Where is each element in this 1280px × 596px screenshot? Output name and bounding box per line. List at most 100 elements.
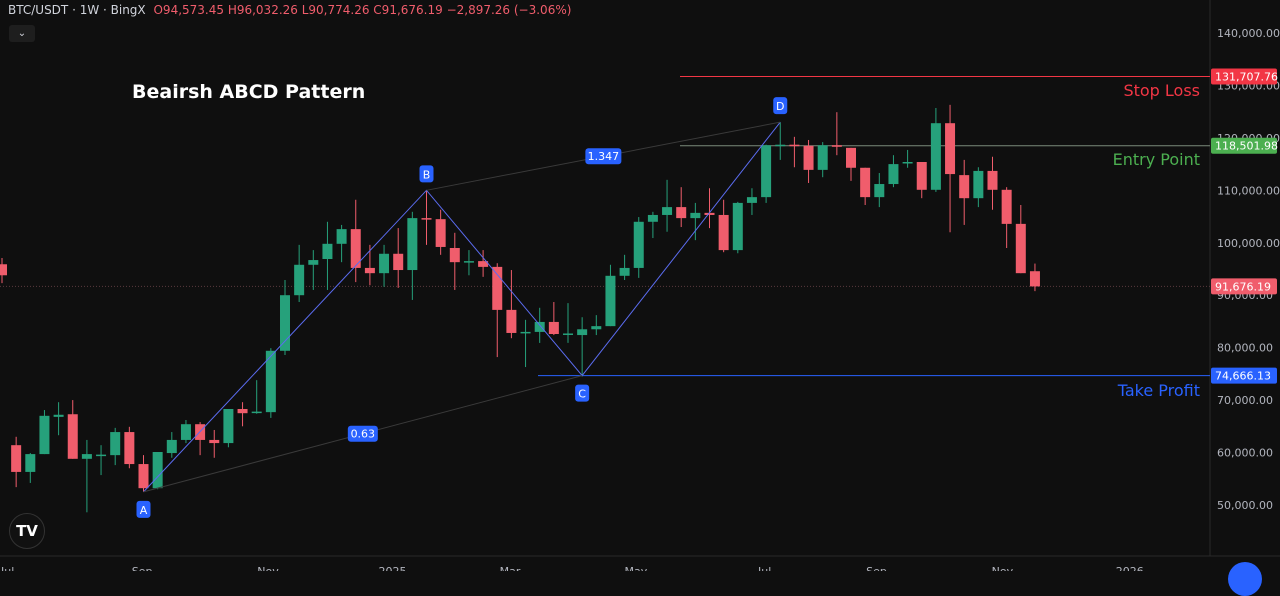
tradingview-logo[interactable]: TV: [9, 513, 45, 549]
time-tick-label: Jul: [757, 565, 771, 571]
candle-body: [180, 424, 191, 440]
candle-body: [746, 197, 757, 203]
time-tick-label: 2026: [1116, 565, 1144, 571]
candle-body: [902, 162, 913, 164]
candle-body: [393, 253, 404, 271]
price-tick-label: 60,000.00: [1217, 447, 1273, 460]
take-profit-price-tag-bg: [1211, 367, 1277, 384]
candle-body: [1015, 223, 1026, 274]
candle-body: [81, 454, 92, 459]
candle-body: [152, 451, 163, 489]
candle-body: [916, 162, 927, 190]
candle-body: [435, 219, 446, 247]
candle-body: [492, 266, 503, 310]
chevron-down-icon: ⌄: [17, 28, 27, 39]
time-tick-label: Sep: [866, 565, 887, 571]
price-tick-label: 50,000.00: [1217, 499, 1273, 512]
entry-point-label: Entry Point: [1112, 150, 1200, 169]
time-tick-label: Nov: [257, 565, 279, 571]
abcd-pattern-line: [143, 121, 781, 493]
candle-body: [209, 439, 220, 444]
candle-body: [407, 218, 418, 271]
time-tick-label: Jul: [0, 565, 14, 571]
candle-body: [959, 175, 970, 199]
candle-body: [548, 321, 559, 335]
candle-body: [506, 309, 517, 333]
candle-body: [294, 264, 305, 296]
candle-body: [53, 414, 64, 417]
candle-body: [520, 331, 531, 334]
candle-body: [379, 253, 390, 274]
candle-body: [336, 229, 347, 244]
current-price-tag-bg: [1211, 278, 1277, 295]
candle-body: [718, 214, 729, 251]
candle-body: [67, 414, 78, 459]
candle-body: [846, 147, 856, 168]
candle-body: [789, 144, 800, 147]
ratio-bd-label: 1.347: [588, 150, 620, 163]
candle-body: [421, 218, 432, 220]
candle-body: [803, 145, 814, 170]
candle-body: [308, 260, 319, 265]
candle-body: [223, 408, 234, 444]
candle-body: [0, 264, 7, 276]
candle-body: [860, 167, 871, 198]
price-tick-label: 70,000.00: [1217, 394, 1273, 407]
point-badge-B: [419, 165, 434, 183]
current-price-tag: 91,676.19: [1215, 280, 1271, 293]
candle-body: [633, 221, 644, 268]
stop-loss-price-tag-bg: [1211, 68, 1277, 85]
point-badge-C: [575, 384, 590, 402]
candle-body: [662, 207, 673, 215]
candle-body: [322, 243, 333, 260]
time-tick-label: Sep: [132, 565, 153, 571]
candle-body: [577, 329, 588, 336]
candle-body: [1029, 271, 1040, 287]
candle-body: [478, 261, 489, 267]
candle-body: [874, 184, 885, 198]
candle-body: [647, 214, 658, 222]
candle-body: [463, 261, 474, 263]
take-profit-label: Take Profit: [1117, 381, 1200, 400]
symbol-info[interactable]: BTC/USDT · 1W · BingX: [8, 3, 146, 17]
candle-body: [704, 212, 715, 215]
scroll-to-realtime-button[interactable]: [1228, 562, 1262, 596]
candle-body: [888, 164, 899, 185]
candle-body: [449, 248, 460, 263]
candle-body: [945, 123, 956, 175]
entry-price-tag: 118,501.98: [1215, 140, 1278, 153]
candle-body: [364, 267, 375, 274]
candle-body: [350, 229, 361, 268]
candle-body: [619, 267, 630, 276]
candle-body: [563, 333, 573, 335]
point-label-D: D: [776, 100, 784, 113]
candle-body: [25, 454, 36, 472]
time-tick-label: Mar: [500, 565, 521, 571]
ratio-ac-badge: [347, 425, 378, 442]
entry-price-tag-bg: [1211, 137, 1277, 154]
candle-body: [930, 123, 941, 190]
candle-body: [987, 170, 998, 190]
time-tick-label: Nov: [992, 565, 1014, 571]
candle-body: [534, 321, 545, 332]
ratio-ac-label: 0.63: [351, 428, 376, 441]
symbol-legend: BTC/USDT · 1W · BingX O94,573.45 H96,032…: [8, 3, 571, 17]
candle-body: [732, 202, 743, 251]
ohlc-values: O94,573.45 H96,032.26 L90,774.26 C91,676…: [153, 3, 572, 17]
point-label-C: C: [578, 388, 586, 401]
take-profit-price-tag: 74,666.13: [1215, 370, 1271, 383]
time-tick-label: May: [625, 565, 648, 571]
candle-body: [676, 207, 687, 219]
stop-loss-label: Stop Loss: [1123, 81, 1200, 100]
ratio-bd-badge: [585, 148, 622, 165]
candle-body: [831, 145, 842, 147]
point-label-A: A: [140, 504, 148, 517]
candle-body: [39, 415, 50, 455]
candle-body: [251, 411, 262, 414]
pattern-title: Beairsh ABCD Pattern: [132, 81, 366, 103]
candle-body: [138, 464, 149, 489]
candle-body: [166, 439, 177, 454]
candle-body: [761, 145, 772, 198]
collapse-legend-button[interactable]: ⌄: [9, 25, 35, 42]
